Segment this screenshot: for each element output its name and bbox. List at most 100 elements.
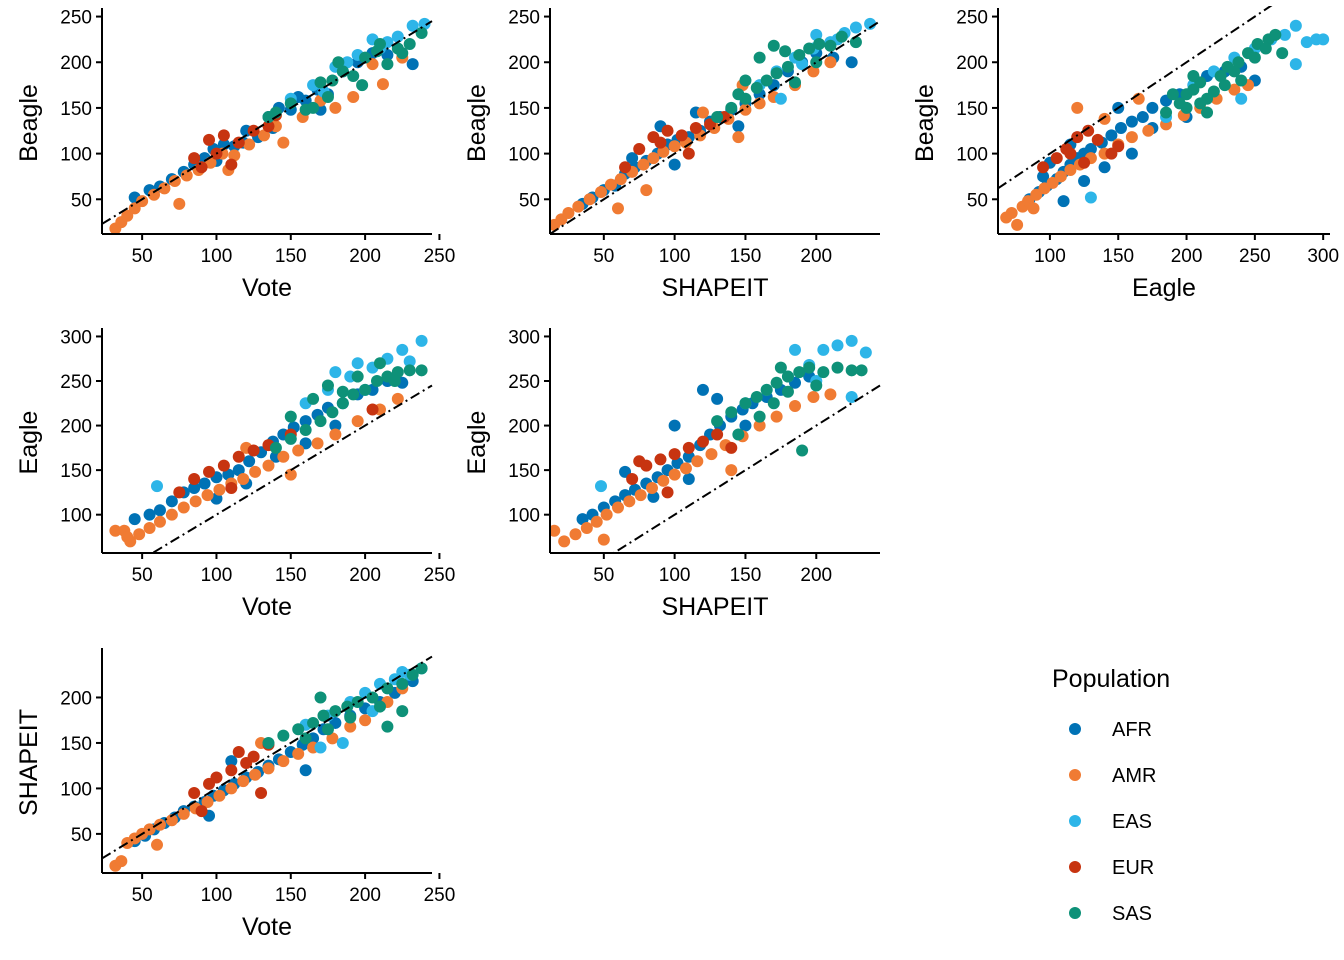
y-tick-label: 50 — [967, 190, 988, 211]
point-sas — [307, 101, 320, 114]
point-eur — [225, 158, 238, 171]
point-eur — [217, 129, 230, 142]
x-tick-label: 50 — [132, 246, 153, 267]
point-eas — [849, 21, 862, 34]
x-tick-label: 200 — [1171, 246, 1203, 267]
legend-item-eas: EAS — [1069, 811, 1152, 833]
point-amr — [604, 178, 617, 191]
point-amr — [558, 535, 571, 548]
point-eas — [845, 391, 858, 404]
point-amr — [143, 522, 156, 535]
point-amr — [109, 524, 122, 537]
point-sas — [1228, 65, 1241, 78]
point-amr — [647, 152, 660, 165]
point-eur — [696, 435, 709, 448]
point-afr — [1105, 129, 1118, 142]
point-afr — [188, 481, 201, 494]
point-afr — [232, 464, 245, 477]
point-sas — [403, 37, 416, 50]
point-amr — [705, 448, 718, 461]
point-amr — [1054, 170, 1067, 183]
point-amr — [133, 528, 146, 541]
point-amr — [668, 140, 681, 153]
x-tick-label: 150 — [275, 565, 307, 586]
point-eur — [661, 486, 674, 499]
point-sas — [1235, 74, 1248, 87]
point-sas — [329, 705, 342, 718]
point-amr — [262, 762, 275, 775]
point-eas — [329, 366, 342, 379]
point-afr — [626, 152, 639, 165]
x-tick-label: 150 — [275, 246, 307, 267]
point-sas — [1166, 88, 1179, 101]
x-axis-title: SHAPEIT — [662, 593, 769, 621]
points — [109, 334, 428, 548]
point-amr — [258, 129, 271, 142]
point-sas — [403, 364, 416, 377]
point-eur — [225, 481, 238, 494]
point-sas — [373, 700, 386, 713]
point-amr — [789, 399, 802, 412]
point-sas — [388, 375, 401, 388]
point-amr — [311, 437, 324, 450]
legend-label-eur: EUR — [1112, 857, 1154, 879]
point-afr — [668, 419, 681, 432]
point-amr — [807, 391, 820, 404]
point-amr — [277, 450, 290, 463]
x-axis-title: Vote — [242, 274, 292, 302]
x-tick-label: 150 — [730, 246, 762, 267]
point-eas — [1289, 19, 1302, 32]
point-amr — [1027, 202, 1040, 215]
point-sas — [1201, 106, 1214, 119]
point-sas — [347, 69, 360, 82]
point-amr — [243, 138, 256, 151]
y-axis-title: Beagle — [15, 84, 43, 162]
point-eas — [391, 30, 404, 43]
point-eur — [1071, 131, 1084, 144]
point-sas — [317, 709, 330, 722]
point-amr — [153, 818, 166, 831]
point-eas — [314, 741, 327, 754]
point-sas — [351, 370, 364, 383]
y-axis-title: Beagle — [463, 84, 491, 162]
point-amr — [225, 782, 238, 795]
panel-vote-eagle: 50 100 150 200 250 100 150 200 250 300 Vote Eagle — [15, 327, 455, 621]
point-afr — [299, 764, 312, 777]
point-sas — [781, 370, 794, 383]
point-sas — [1248, 51, 1261, 64]
x-tick-label: 250 — [1239, 246, 1271, 267]
legend-key-sas — [1069, 907, 1081, 919]
x-tick-label: 150 — [1102, 246, 1134, 267]
point-sas — [760, 383, 773, 396]
point-sas — [1187, 69, 1200, 82]
x-tick-label: 200 — [349, 246, 381, 267]
point-sas — [1214, 69, 1227, 82]
point-eur — [619, 161, 632, 174]
legend: Population AFR AMR EAS EUR SAS — [1052, 665, 1170, 925]
point-amr — [329, 428, 342, 441]
point-eur — [195, 805, 208, 818]
point-sas — [373, 37, 386, 50]
point-sas — [1259, 42, 1272, 55]
point-sas — [1218, 79, 1231, 92]
point-sas — [781, 385, 794, 398]
panel-shapeit-beagle: 50 100 150 200 50 100 150 200 250 SHAPEIT Beagle — [463, 8, 881, 302]
point-sas — [770, 67, 783, 80]
point-sas — [321, 723, 334, 736]
point-sas — [750, 81, 763, 94]
point-eas — [810, 28, 823, 41]
x-tick-label: 50 — [132, 885, 153, 906]
point-amr — [753, 419, 766, 432]
point-sas — [344, 711, 357, 724]
point-sas — [831, 361, 844, 374]
points — [550, 334, 872, 548]
reference-line — [611, 384, 881, 553]
point-eur — [626, 473, 639, 486]
reference-line — [102, 655, 433, 860]
point-sas — [781, 60, 794, 73]
point-afr — [1125, 147, 1138, 160]
point-amr — [725, 464, 738, 477]
x-tick-label: 300 — [1307, 246, 1339, 267]
x-tick-label: 200 — [349, 565, 381, 586]
